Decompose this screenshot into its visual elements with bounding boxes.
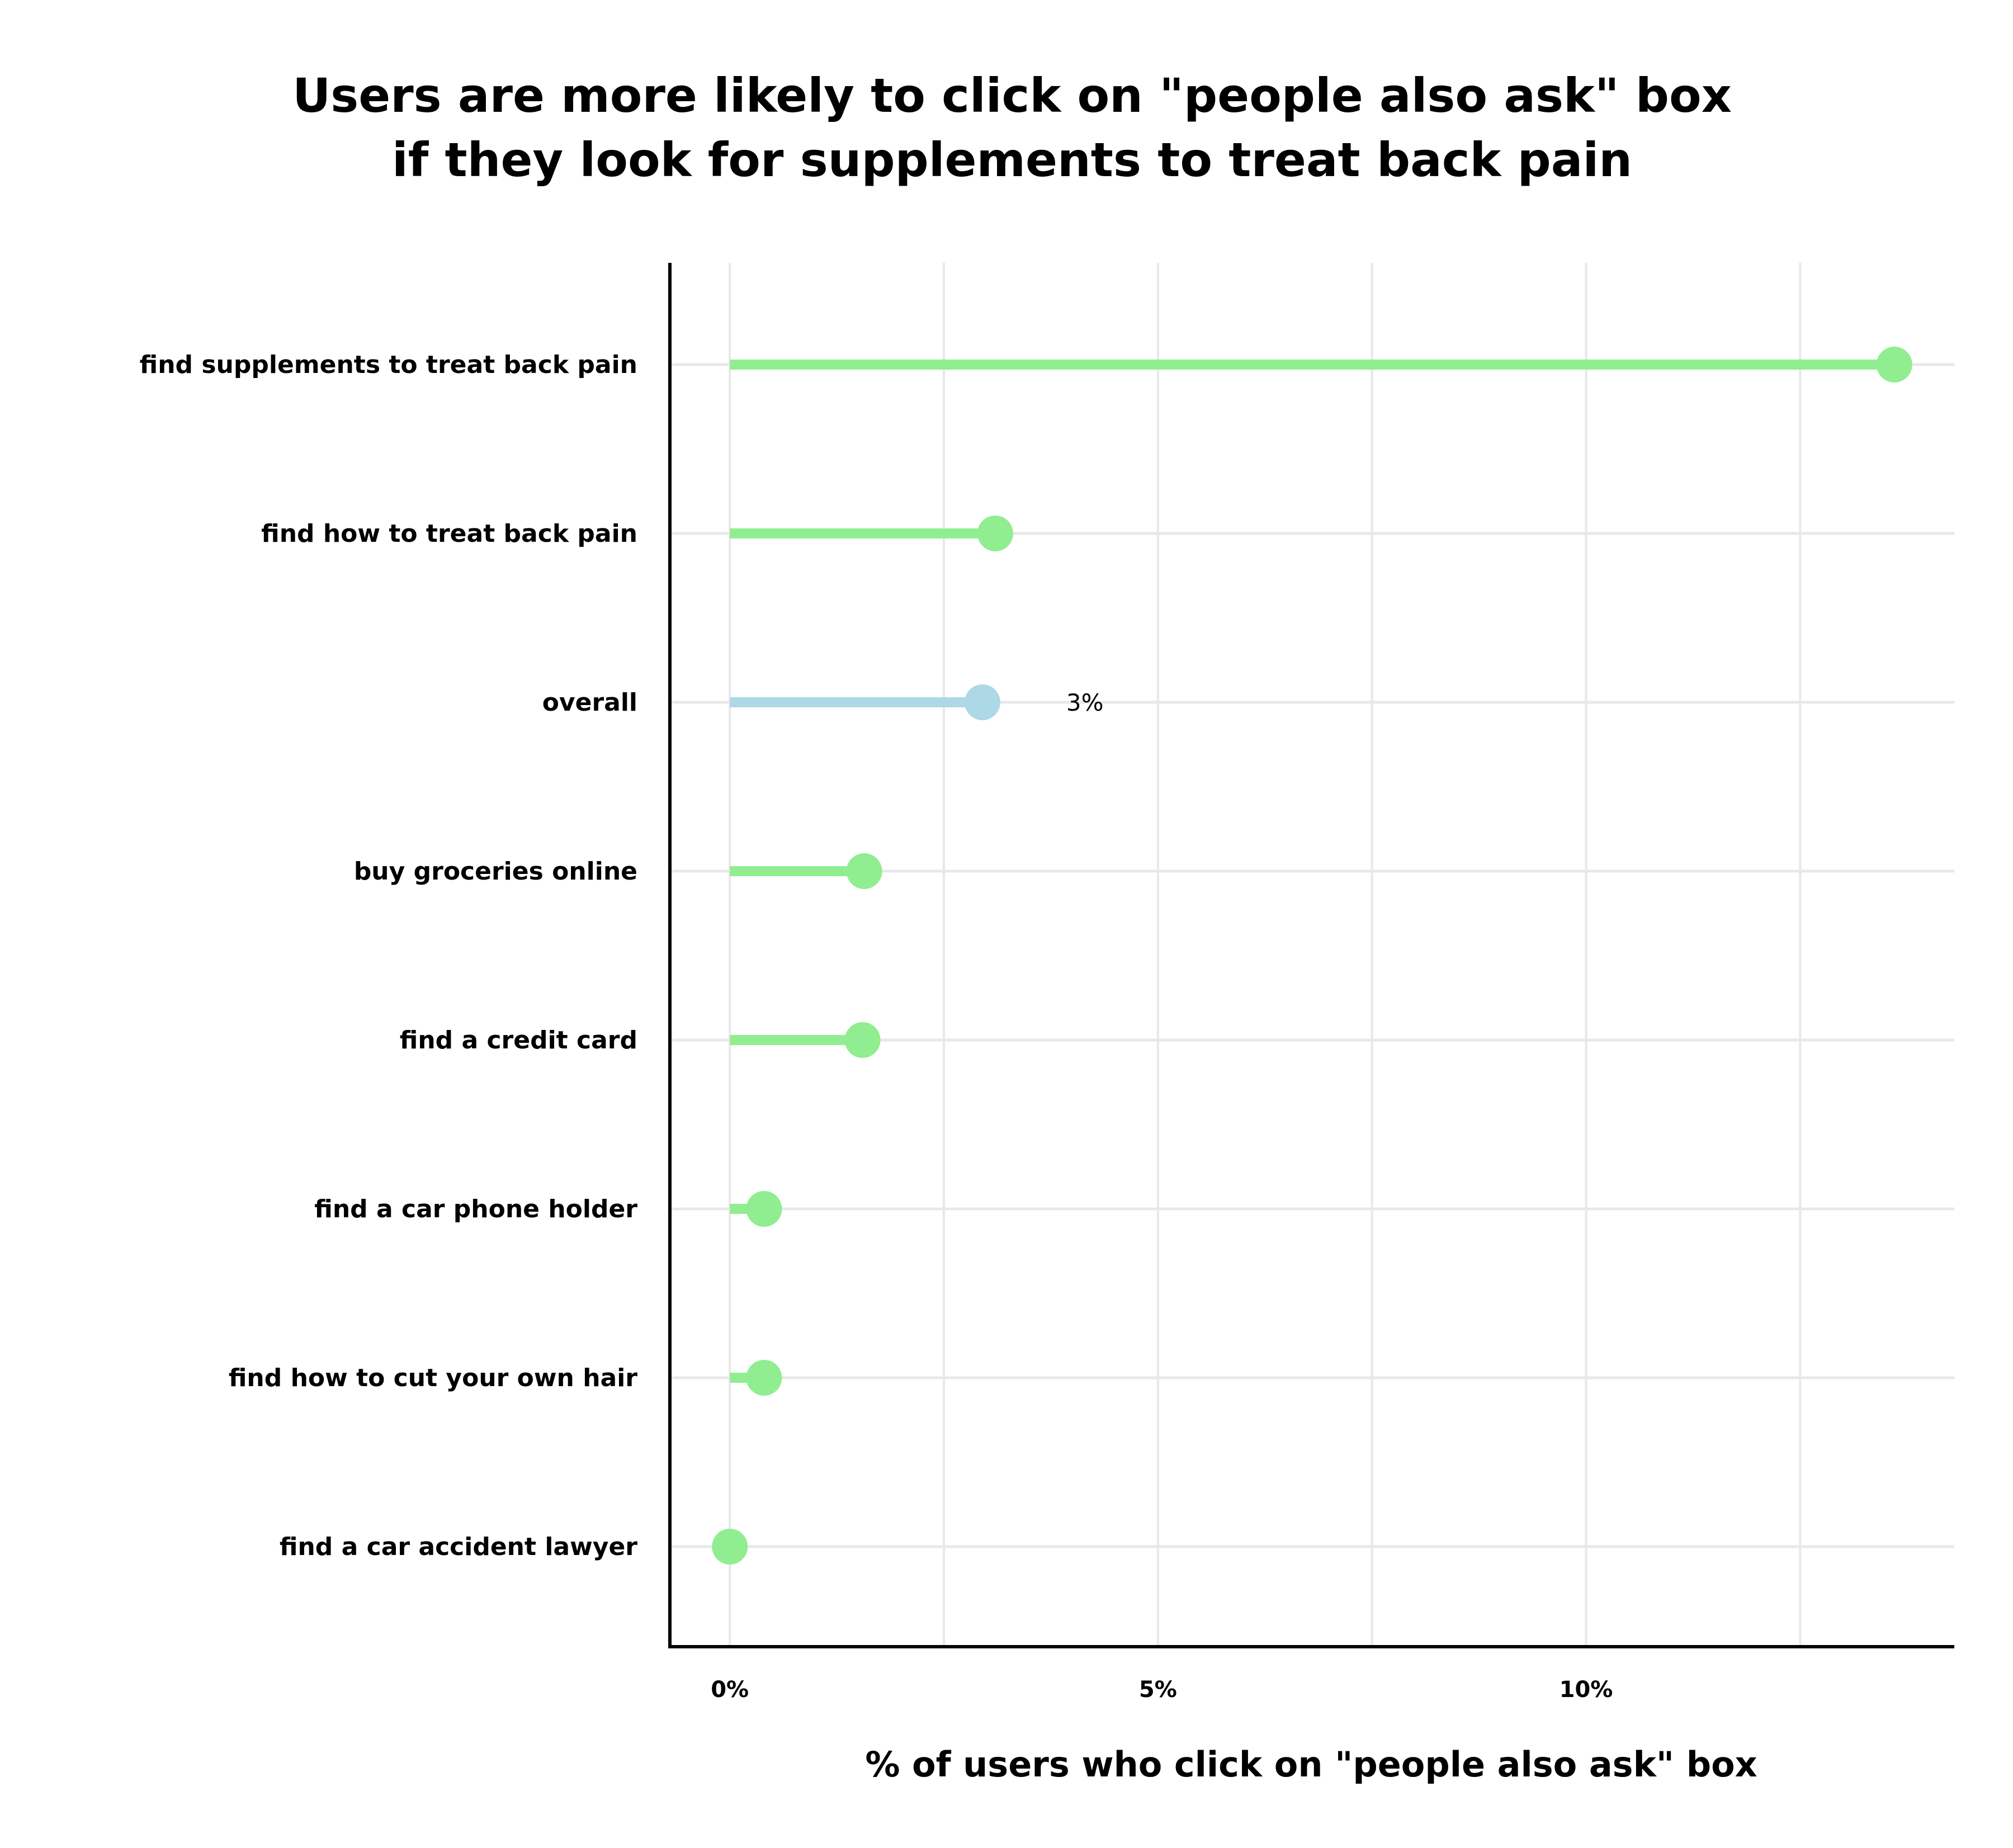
lollipop-dot (977, 516, 1013, 551)
lollipop-dot (964, 684, 1000, 720)
category-labels: find supplements to treat back pain find … (140, 351, 638, 1561)
category-label: find how to cut your own hair (229, 1364, 637, 1392)
lollipop-dot (1876, 347, 1912, 382)
lollipop-dots (712, 347, 1912, 1565)
chart-title-line-1: Users are more likely to click on "peopl… (292, 68, 1732, 123)
x-tick-label: 0% (711, 1677, 749, 1703)
category-label: find a car phone holder (314, 1195, 637, 1223)
lollipop-dot (846, 853, 882, 889)
lollipop-dot (844, 1022, 881, 1058)
lollipop-dot (712, 1529, 748, 1565)
data-label: 3% (1066, 689, 1104, 716)
grid-lines (670, 263, 1954, 1647)
x-tick-labels: 0% 5% 10% (711, 1677, 1613, 1703)
lollipop-stems (730, 360, 1894, 1383)
lollipop-dot (746, 1191, 782, 1227)
chart-title-group: Users are more likely to click on "peopl… (292, 68, 1732, 187)
category-label: buy groceries online (354, 857, 637, 886)
category-label: find a car accident lawyer (280, 1533, 637, 1561)
x-axis-title: % of users who click on "people also ask… (865, 1744, 1757, 1785)
x-tick-label: 5% (1139, 1677, 1177, 1703)
category-label: find supplements to treat back pain (140, 351, 637, 379)
category-label: overall (542, 688, 637, 717)
axes (668, 263, 1954, 1648)
lollipop-dot (746, 1360, 782, 1396)
data-annotations: 3% (1066, 689, 1104, 716)
x-tick-label: 10% (1560, 1677, 1613, 1703)
category-label: find how to treat back pain (261, 519, 637, 548)
category-label: find a credit card (400, 1026, 637, 1055)
chart-title-line-2: if they look for supplements to treat ba… (392, 133, 1632, 187)
